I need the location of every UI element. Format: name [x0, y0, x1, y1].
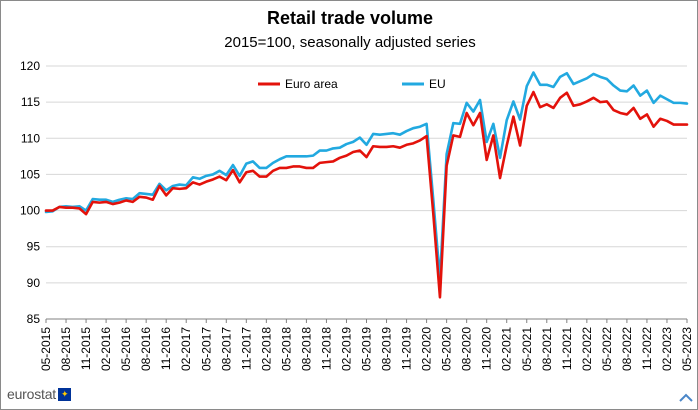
series-line-eu [44, 71, 689, 281]
eurostat-logo: eurostat ✦ [7, 384, 71, 404]
x-tick-label: 05-2020 [440, 327, 454, 371]
gridlines [46, 65, 687, 284]
x-tick-label: 08-2021 [540, 327, 554, 371]
x-tick-label: 05-2021 [520, 327, 534, 371]
x-tick-label: 05-2017 [199, 327, 213, 371]
y-tick-label: 110 [21, 131, 40, 145]
resize-corner-icon [679, 393, 693, 402]
x-tick-label: 05-2019 [360, 327, 374, 371]
x-tick-label: 02-2016 [99, 327, 113, 371]
legend: Euro area EU [258, 77, 446, 91]
x-tick-label: 08-2020 [460, 327, 474, 371]
x-tick-label: 02-2019 [339, 327, 353, 371]
x-tick-label: 02-2022 [580, 327, 594, 371]
y-tick-label: 120 [20, 59, 40, 73]
y-tick-label: 90 [27, 276, 41, 290]
legend-label: Euro area [285, 77, 338, 91]
y-tick-label: 115 [21, 95, 40, 109]
x-tick-label: 05-2018 [279, 327, 293, 371]
x-tick-label: 11-2021 [560, 327, 574, 370]
x-tick-label: 08-2015 [59, 327, 73, 371]
x-tick-label: 02-2017 [179, 327, 193, 371]
logo-text: eurostat [7, 386, 56, 402]
x-tick-label: 11-2019 [400, 327, 414, 370]
x-tick-label: 11-2016 [159, 327, 173, 370]
x-tick-label: 11-2022 [640, 327, 654, 370]
chart-subtitle: 2015=100, seasonally adjusted series [224, 34, 476, 51]
series-line-euro-area [44, 90, 689, 299]
x-tick-label: 02-2020 [420, 327, 434, 371]
x-tick-label: 02-2023 [660, 327, 674, 371]
axes: 85 90 95 100 105 110 115 120 05-2015 08-2015 11-20… [20, 59, 694, 371]
x-tick-label: 02-2018 [259, 327, 273, 371]
chart-title: Retail trade volume [266, 8, 434, 28]
x-tick-label: 08-2019 [380, 327, 394, 371]
y-tick-label: 95 [27, 240, 41, 254]
x-tick-label: 02-2021 [500, 327, 514, 371]
x-tick-label: 05-2022 [600, 327, 614, 371]
x-tick-label: 11-2018 [319, 327, 333, 370]
x-tick-label: 11-2015 [79, 327, 93, 370]
x-tick-label: 08-2018 [299, 327, 313, 371]
series-lines [44, 71, 689, 299]
x-tick-label: 05-2023 [680, 327, 694, 371]
x-tick-label: 05-2016 [119, 327, 133, 371]
y-tick-label: 85 [27, 312, 41, 326]
eu-flag-icon: ✦ [58, 387, 71, 401]
x-tick-label: 05-2015 [39, 327, 53, 371]
x-tick-label: 08-2022 [620, 327, 634, 371]
x-tick-label: 08-2016 [139, 327, 153, 371]
y-tick-label: 105 [20, 167, 40, 181]
x-tick-label: 08-2017 [219, 327, 233, 371]
legend-label: EU [429, 77, 446, 91]
x-tick-label: 11-2017 [239, 327, 253, 370]
x-tick-label: 11-2020 [480, 327, 494, 370]
y-tick-label: 100 [20, 204, 40, 218]
